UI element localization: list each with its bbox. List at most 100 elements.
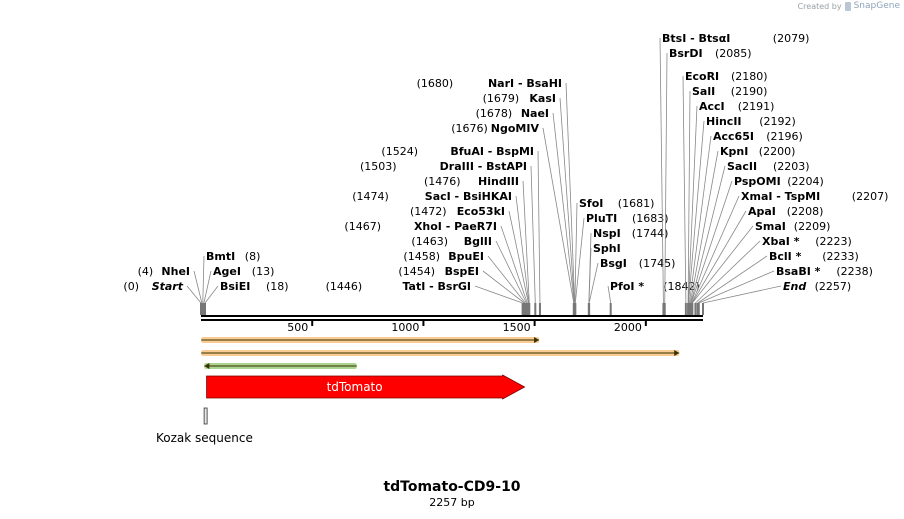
restriction-site-position: (8) bbox=[245, 250, 261, 263]
site-mark bbox=[663, 303, 666, 315]
restriction-site-position: (2204) bbox=[787, 175, 824, 188]
restriction-site-position: (2207) bbox=[852, 190, 889, 203]
site-leader-line bbox=[664, 52, 668, 304]
site-leader-line bbox=[537, 150, 541, 304]
site-mark bbox=[201, 303, 204, 315]
restriction-site-position: (1503) bbox=[360, 160, 397, 173]
site-leader-line bbox=[697, 255, 768, 304]
site-leader-line bbox=[495, 240, 527, 304]
site-leader-line bbox=[487, 255, 526, 304]
axis-tick-label: 1000 bbox=[391, 321, 419, 334]
site-leader-line bbox=[682, 75, 687, 304]
restriction-site-position: (2191) bbox=[738, 100, 775, 113]
site-leader-line bbox=[588, 247, 592, 304]
restriction-site-position: (1842) bbox=[663, 280, 700, 293]
restriction-site-label: BmtI bbox=[206, 250, 235, 263]
site-mark bbox=[662, 303, 665, 315]
plasmid-name: tdTomato-CD9-10 bbox=[383, 479, 521, 495]
restriction-site-label: ApaI bbox=[748, 205, 776, 218]
site-leader-line bbox=[203, 270, 212, 304]
site-leader-line bbox=[695, 240, 761, 304]
site-mark bbox=[202, 303, 205, 315]
site-leader-line bbox=[482, 270, 525, 304]
restriction-site-position: (1679) bbox=[483, 92, 520, 105]
restriction-site-label: AccI bbox=[699, 100, 725, 113]
restriction-site-label: PluTI bbox=[586, 212, 617, 225]
restriction-site-label: SphI bbox=[593, 242, 621, 255]
restriction-site-position: (2196) bbox=[766, 130, 803, 143]
site-leader-line bbox=[186, 285, 202, 304]
restriction-site-position: (0) bbox=[123, 280, 139, 293]
restriction-site-label: EcoRI bbox=[685, 70, 719, 83]
restriction-site-label: XbaI * bbox=[762, 235, 800, 248]
site-leader-line bbox=[574, 217, 585, 304]
restriction-site-label: XhoI - PaeR7I bbox=[414, 220, 497, 233]
primer-arrowhead-reverse bbox=[204, 363, 210, 369]
restriction-site-label: SacII bbox=[727, 160, 757, 173]
credit-prefix: Created by bbox=[797, 1, 842, 11]
misc-feature-label: Kozak sequence bbox=[156, 431, 253, 445]
site-leader-line bbox=[474, 285, 523, 304]
site-mark bbox=[538, 303, 541, 315]
axis-tick-label: 1500 bbox=[503, 321, 531, 334]
site-mark bbox=[691, 303, 694, 315]
misc-feature-box[interactable] bbox=[203, 407, 208, 425]
restriction-site-label: BsaBI * bbox=[776, 265, 821, 278]
restriction-site-label: NgoMIV bbox=[491, 122, 540, 135]
site-leader-line bbox=[500, 225, 528, 304]
restriction-site-label: End bbox=[783, 280, 806, 293]
restriction-site-label: HindIII bbox=[478, 175, 519, 188]
restriction-site-position: (1680) bbox=[417, 77, 454, 90]
restriction-site-position: (2209) bbox=[794, 220, 831, 233]
restriction-site-label: BspEI bbox=[445, 265, 479, 278]
site-leader-line bbox=[542, 127, 575, 304]
restriction-site-label: NheI bbox=[161, 265, 190, 278]
site-mark bbox=[521, 303, 524, 315]
site-mark bbox=[574, 303, 577, 315]
restriction-site-position: (13) bbox=[252, 265, 275, 278]
restriction-site-position: (1678) bbox=[476, 107, 513, 120]
site-leader-line bbox=[204, 285, 219, 304]
restriction-site-label: Acc65I bbox=[713, 130, 754, 143]
credit-brand: SnapGene bbox=[853, 1, 900, 11]
site-leader-line bbox=[202, 255, 205, 304]
primer-arrowhead-forward bbox=[534, 337, 540, 343]
restriction-site-label: NspI bbox=[593, 227, 621, 240]
restriction-site-position: (1458) bbox=[403, 250, 440, 263]
restriction-site-position: (1676) bbox=[451, 122, 488, 135]
site-leader-line bbox=[688, 120, 705, 304]
backbone-top-strand bbox=[201, 315, 703, 317]
restriction-site-label: KasI bbox=[529, 92, 556, 105]
restriction-site-position: (1454) bbox=[398, 265, 435, 278]
restriction-site-position: (1476) bbox=[424, 175, 461, 188]
restriction-site-label: DraIII - BstAPI bbox=[440, 160, 527, 173]
site-leader-line bbox=[702, 285, 782, 304]
restriction-site-label: Start bbox=[152, 280, 184, 293]
site-mark bbox=[694, 303, 697, 315]
site-leader-line bbox=[559, 97, 575, 304]
site-mark bbox=[534, 303, 537, 315]
restriction-site-label: BtsI - BtsαI bbox=[662, 32, 730, 45]
restriction-site-position: (1745) bbox=[639, 257, 676, 270]
site-mark bbox=[684, 303, 687, 315]
site-leader-line bbox=[659, 37, 664, 304]
site-leader-line bbox=[574, 202, 578, 304]
restriction-site-position: (2233) bbox=[822, 250, 859, 263]
site-mark bbox=[524, 303, 527, 315]
restriction-site-position: (1472) bbox=[410, 205, 447, 218]
restriction-site-label: BsgI bbox=[600, 257, 627, 270]
restriction-site-label: BfuAI - BspMI bbox=[450, 145, 534, 158]
restriction-site-label: BpuEI bbox=[448, 250, 484, 263]
cds-feature-arrow[interactable] bbox=[206, 374, 526, 400]
site-leader-line bbox=[691, 210, 747, 304]
map-title-block: tdTomato-CD9-10 2257 bp bbox=[0, 479, 904, 509]
restriction-site-label: BclI * bbox=[769, 250, 802, 263]
restriction-site-label: Eco53kI bbox=[457, 205, 505, 218]
site-leader-line bbox=[508, 210, 529, 304]
site-leader-line bbox=[552, 112, 575, 304]
site-leader-line bbox=[588, 262, 599, 304]
restriction-site-position: (2192) bbox=[759, 115, 796, 128]
restriction-site-position: (2257) bbox=[815, 280, 852, 293]
restriction-site-position: (1446) bbox=[326, 280, 363, 293]
restriction-site-position: (1463) bbox=[411, 235, 448, 248]
